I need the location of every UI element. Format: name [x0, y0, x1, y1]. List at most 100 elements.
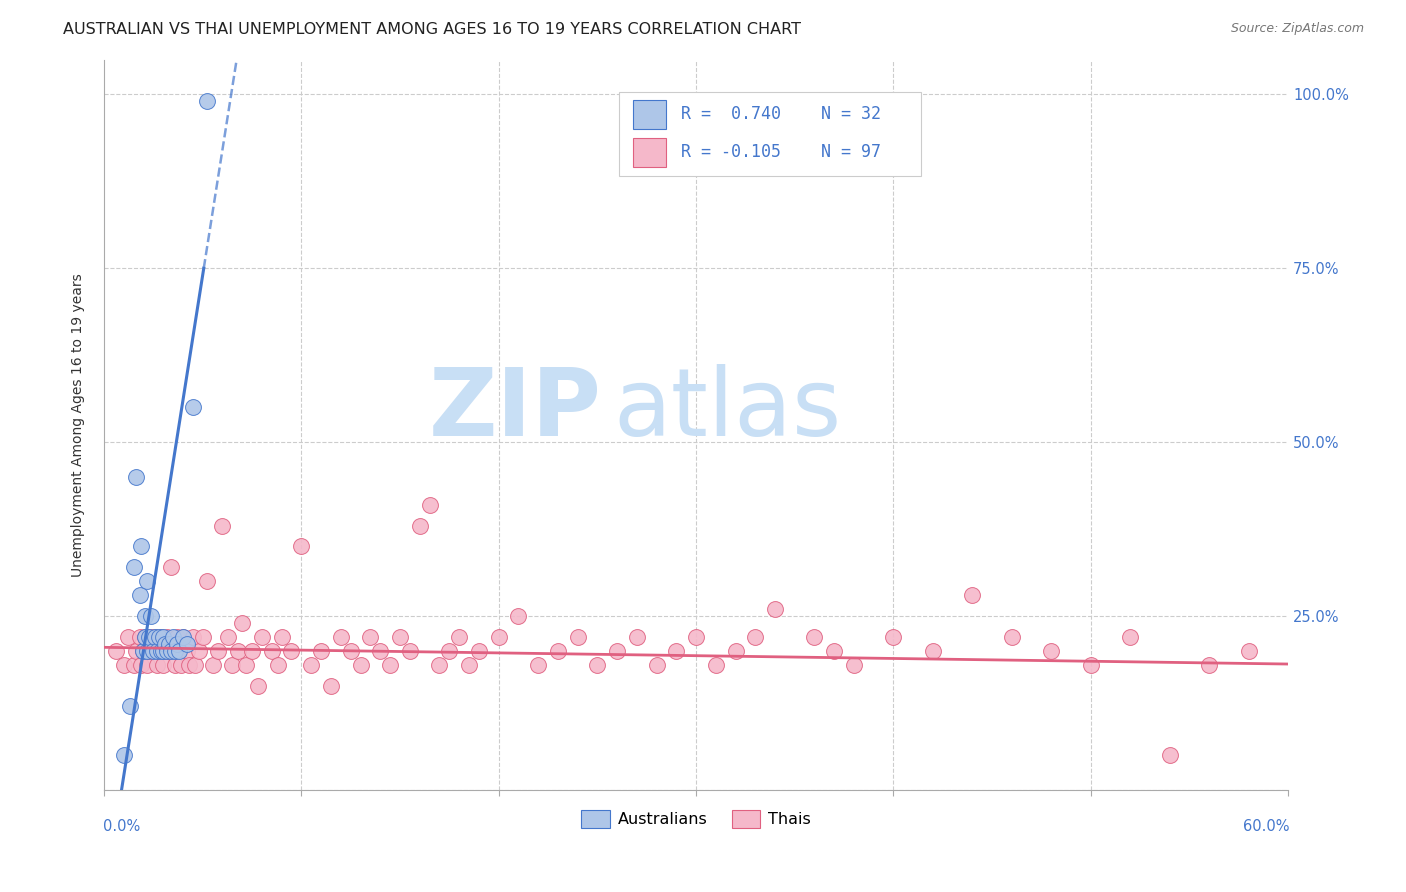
Point: [1237, 644, 1260, 658]
Point: [148, 630, 170, 644]
Point: [290, 540, 312, 554]
Point: [132, 644, 155, 658]
Point: [146, 657, 169, 672]
Point: [842, 657, 865, 672]
Point: [458, 657, 481, 672]
FancyBboxPatch shape: [633, 100, 666, 129]
Point: [117, 630, 139, 644]
Point: [112, 748, 135, 763]
Point: [162, 630, 184, 644]
Point: [567, 630, 589, 644]
Point: [1119, 630, 1142, 644]
Point: [823, 644, 845, 658]
Point: [134, 630, 156, 644]
Point: [195, 574, 218, 589]
Point: [166, 630, 188, 644]
Text: Source: ZipAtlas.com: Source: ZipAtlas.com: [1230, 22, 1364, 36]
Point: [191, 630, 214, 644]
Point: [157, 637, 180, 651]
Point: [170, 657, 193, 672]
Text: ZIP: ZIP: [429, 364, 602, 456]
Point: [201, 657, 224, 672]
Point: [329, 630, 352, 644]
Point: [157, 644, 180, 658]
Point: [211, 518, 233, 533]
Point: [1001, 630, 1024, 644]
FancyBboxPatch shape: [633, 137, 666, 167]
Point: [409, 518, 432, 533]
Point: [138, 644, 160, 658]
Point: [665, 644, 688, 658]
Point: [136, 644, 159, 658]
Point: [181, 630, 204, 644]
Point: [231, 615, 253, 630]
Point: [172, 630, 194, 644]
Point: [319, 679, 342, 693]
Point: [270, 630, 292, 644]
Point: [195, 95, 218, 109]
Point: [134, 630, 156, 644]
Point: [527, 657, 550, 672]
Point: [378, 657, 401, 672]
Point: [176, 637, 198, 651]
Point: [359, 630, 381, 644]
Point: [143, 630, 166, 644]
Point: [148, 644, 170, 658]
Point: [122, 560, 145, 574]
Point: [136, 574, 159, 589]
Point: [167, 644, 190, 658]
Point: [176, 644, 198, 658]
Point: [146, 644, 169, 658]
Point: [124, 470, 146, 484]
Point: [124, 644, 146, 658]
Point: [704, 657, 727, 672]
Text: R = -0.105    N = 97: R = -0.105 N = 97: [681, 144, 880, 161]
Point: [217, 630, 239, 644]
Point: [131, 540, 153, 554]
Point: [104, 644, 127, 658]
Point: [685, 630, 707, 644]
Text: 60.0%: 60.0%: [1243, 819, 1289, 834]
Point: [142, 644, 165, 658]
Point: [389, 630, 412, 644]
Point: [162, 644, 184, 658]
Point: [136, 657, 159, 672]
Point: [172, 630, 194, 644]
Point: [128, 588, 150, 602]
Point: [488, 630, 510, 644]
Point: [150, 630, 173, 644]
Point: [1159, 748, 1181, 763]
Point: [141, 609, 163, 624]
Point: [439, 644, 461, 658]
Point: [468, 644, 491, 658]
Point: [142, 644, 165, 658]
Point: [221, 657, 243, 672]
Point: [309, 644, 332, 658]
Point: [156, 644, 179, 658]
Text: AUSTRALIAN VS THAI UNEMPLOYMENT AMONG AGES 16 TO 19 YEARS CORRELATION CHART: AUSTRALIAN VS THAI UNEMPLOYMENT AMONG AG…: [63, 22, 801, 37]
Point: [153, 644, 176, 658]
Text: atlas: atlas: [613, 364, 841, 456]
Point: [606, 644, 628, 658]
Point: [160, 644, 183, 658]
Point: [626, 630, 648, 644]
Point: [645, 657, 668, 672]
Point: [226, 644, 249, 658]
Point: [118, 699, 141, 714]
Point: [882, 630, 904, 644]
Point: [150, 644, 173, 658]
Point: [1198, 657, 1220, 672]
Point: [143, 630, 166, 644]
Point: [134, 609, 156, 624]
Point: [163, 657, 186, 672]
Point: [177, 657, 200, 672]
Point: [240, 644, 263, 658]
Point: [112, 657, 135, 672]
Point: [339, 644, 361, 658]
Point: [141, 630, 163, 644]
Point: [429, 657, 451, 672]
Point: [167, 644, 190, 658]
Point: [547, 644, 569, 658]
Point: [181, 401, 204, 415]
Point: [419, 498, 441, 512]
